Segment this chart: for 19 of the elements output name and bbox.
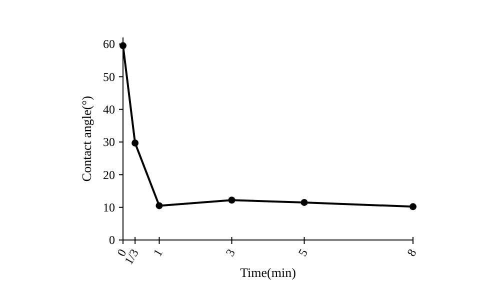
y-tick-label: 10 xyxy=(103,200,115,215)
y-axis-title: Contact angle(°) xyxy=(79,96,94,182)
x-tick-label: 0 xyxy=(114,246,130,259)
x-tick-label: 5 xyxy=(295,246,310,259)
x-tick-label: 8 xyxy=(404,246,420,259)
point xyxy=(156,202,163,210)
x-tick-label: 3 xyxy=(222,246,238,259)
point xyxy=(300,198,308,206)
point xyxy=(228,196,236,204)
y-tick-label: 0 xyxy=(109,233,115,248)
y-tick-label: 20 xyxy=(103,168,115,182)
y-tick-label: 30 xyxy=(103,135,115,150)
point xyxy=(410,203,416,210)
y-tick-label: 40 xyxy=(103,102,115,117)
y-tick-label: 50 xyxy=(103,70,115,84)
y-tick-label: 60 xyxy=(103,37,115,52)
x-tick-label: 1 xyxy=(150,246,166,259)
x-axis-title: Time(min) xyxy=(240,265,296,280)
point xyxy=(132,139,139,146)
